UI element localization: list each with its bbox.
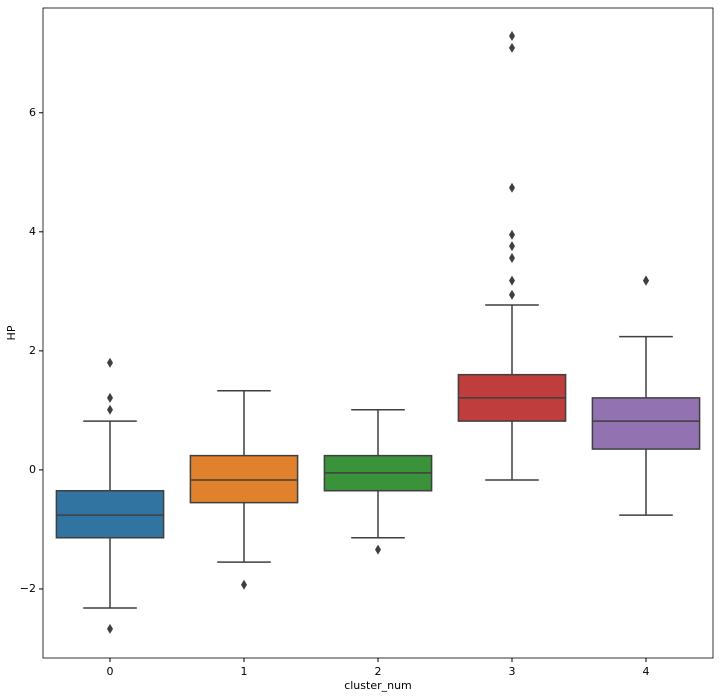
outlier [643, 275, 649, 286]
box [55, 489, 165, 539]
x-axis-label: cluster_num [344, 679, 412, 692]
box [591, 397, 701, 450]
y-tick-label: 0 [29, 463, 36, 476]
box [189, 454, 299, 504]
outlier [107, 404, 113, 415]
outlier [375, 544, 381, 555]
y-tick-label: 4 [29, 225, 36, 238]
outlier [509, 182, 515, 193]
outlier [241, 579, 247, 590]
outlier [107, 623, 113, 634]
y-tick-label: 6 [29, 106, 36, 119]
x-tick-label: 1 [241, 665, 248, 678]
x-tick-label: 2 [375, 665, 382, 678]
x-tick-label: 4 [643, 665, 650, 678]
outlier [107, 357, 113, 368]
x-tick-label: 0 [107, 665, 114, 678]
outlier [509, 30, 515, 41]
outlier [509, 229, 515, 240]
outlier [509, 241, 515, 252]
y-axis-label: HP [5, 325, 18, 340]
outlier [509, 253, 515, 263]
outlier [509, 42, 515, 53]
plot-frame [42, 7, 714, 659]
y-tick-label: 2 [29, 344, 36, 357]
x-tick-label: 3 [509, 665, 516, 678]
outlier [107, 392, 113, 403]
y-tick-label: −2 [20, 582, 36, 595]
outlier [509, 275, 515, 286]
outlier [509, 289, 515, 300]
